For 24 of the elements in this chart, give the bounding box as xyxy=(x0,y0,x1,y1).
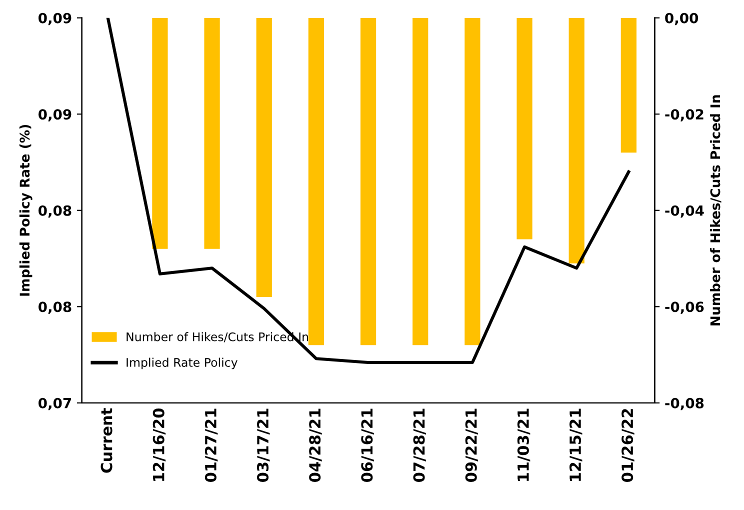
x-tick-label: 09/22/21 xyxy=(465,408,478,482)
x-tick-label: 06/16/21 xyxy=(361,408,374,482)
y2-tick-label: -0,08 xyxy=(665,398,704,410)
y2-axis-title: Number of Hikes/Cuts Priced In xyxy=(710,95,722,326)
y2-tick-label: -0,04 xyxy=(665,205,704,218)
y2-tick-label: -0,02 xyxy=(665,109,704,122)
x-tick-label: 12/15/21 xyxy=(569,408,582,481)
x-tick-label: 12/16/20 xyxy=(152,408,166,481)
y2-tick-label: 0,00 xyxy=(665,12,698,26)
y-tick-label: 0,07 xyxy=(38,398,72,410)
y-tick-label: 0,08 xyxy=(38,205,72,218)
x-tick-label: 11/03/21 xyxy=(517,408,530,481)
y-tick-label: 0,09 xyxy=(38,12,72,26)
y2-tick-label: -0,06 xyxy=(665,302,704,314)
x-tick-label: 01/26/22 xyxy=(622,409,634,482)
x-tick-label: 04/28/21 xyxy=(309,408,322,482)
y-tick-label: 0,08 xyxy=(38,302,72,314)
legend-label: Implied Rate Policy xyxy=(126,358,238,370)
x-tick-label: 03/17/21 xyxy=(256,408,270,482)
y-axis-title: Implied Policy Rate (%) xyxy=(19,124,32,296)
x-tick-label: Current xyxy=(100,408,112,473)
y-tick-label: 0,09 xyxy=(38,109,72,122)
x-tick-label: 07/28/21 xyxy=(413,408,426,482)
x-tick-label: 01/27/21 xyxy=(204,408,218,482)
